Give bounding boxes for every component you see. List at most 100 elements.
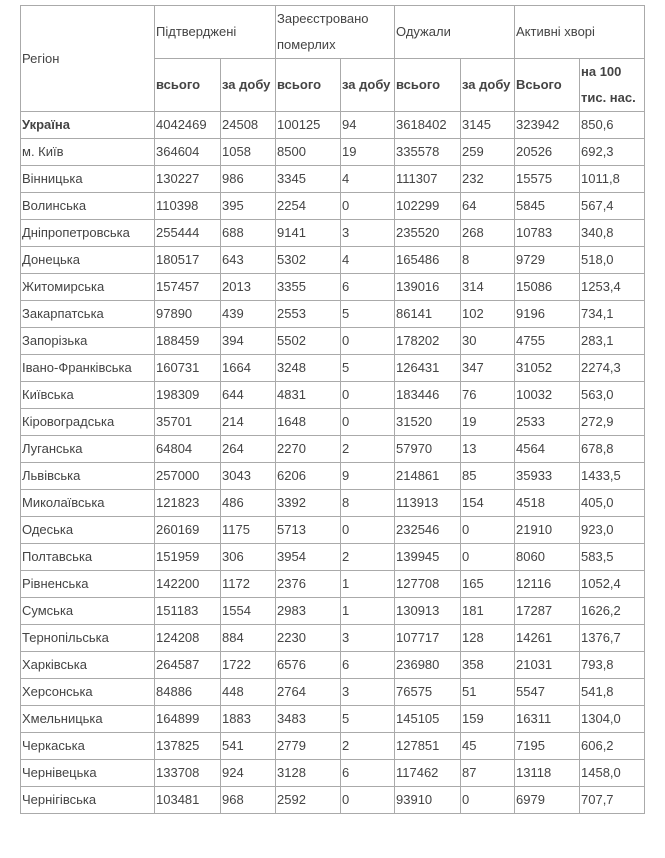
table-row: Чернівецька 133708 924 3128 6 117462 87 13118 14… [20,759,645,787]
value-cell: 160731 [154,354,221,382]
value-cell: 678,8 [579,435,645,463]
value-cell: 24508 [220,111,276,139]
value-cell: 154 [460,489,515,517]
value-cell: 264 [220,435,276,463]
value-cell: 3128 [275,759,341,787]
value-cell: 198309 [154,381,221,409]
value-cell: 5547 [514,678,580,706]
value-cell: 567,4 [579,192,645,220]
value-cell: 2764 [275,678,341,706]
value-cell: 51 [460,678,515,706]
value-cell: 2983 [275,597,341,625]
value-cell: 107717 [394,624,461,652]
value-cell: 2779 [275,732,341,760]
value-cell: 439 [220,300,276,328]
value-cell: 5 [340,354,395,382]
region-name: Луганська [20,435,155,463]
value-cell: 8 [460,246,515,274]
value-cell: 0 [340,381,395,409]
value-cell: 102 [460,300,515,328]
value-cell: 8060 [514,543,580,571]
value-cell: 21910 [514,516,580,544]
value-cell: 113913 [394,489,461,517]
value-cell: 1458,0 [579,759,645,787]
value-cell: 0 [340,516,395,544]
value-cell: 3483 [275,705,341,733]
value-cell: 1175 [220,516,276,544]
value-cell: 2 [340,435,395,463]
value-cell: 924 [220,759,276,787]
value-cell: 85 [460,462,515,490]
region-name: Львівська [20,462,155,490]
value-cell: 45 [460,732,515,760]
value-cell: 12116 [514,570,580,598]
value-cell: 137825 [154,732,221,760]
table-row: Запорізька 188459 394 5502 0 178202 30 4755 283,… [20,327,645,355]
value-cell: 2533 [514,408,580,436]
value-cell: 606,2 [579,732,645,760]
value-cell: 0 [460,516,515,544]
value-cell: 3345 [275,165,341,193]
value-cell: 3355 [275,273,341,301]
value-cell: 486 [220,489,276,517]
value-cell: 87 [460,759,515,787]
value-cell: 188459 [154,327,221,355]
value-cell: 30 [460,327,515,355]
value-cell: 2592 [275,786,341,814]
value-cell: 0 [460,543,515,571]
region-name: Донецька [20,246,155,274]
table-row: Одеська 260169 1175 5713 0 232546 0 21910 923,0 [20,516,645,544]
value-cell: 347 [460,354,515,382]
value-cell: 793,8 [579,651,645,679]
value-cell: 1011,8 [579,165,645,193]
value-cell: 8 [340,489,395,517]
value-cell: 139945 [394,543,461,571]
value-cell: 181 [460,597,515,625]
value-cell: 257000 [154,462,221,490]
value-cell: 4831 [275,381,341,409]
value-cell: 1554 [220,597,276,625]
value-cell: 151959 [154,543,221,571]
value-cell: 1883 [220,705,276,733]
value-cell: 76575 [394,678,461,706]
value-cell: 165 [460,570,515,598]
table-row: Кіровоградська 35701 214 1648 0 31520 19 2533 27… [20,408,645,436]
subheader-cell: за добу [220,58,276,112]
value-cell: 16311 [514,705,580,733]
region-name: Харківська [20,651,155,679]
subheader-cell: всього [394,58,461,112]
value-cell: 563,0 [579,381,645,409]
subheader-cell: за добу [460,58,515,112]
value-cell: 94 [340,111,395,139]
value-cell: 93910 [394,786,461,814]
value-cell: 283,1 [579,327,645,355]
value-cell: 3 [340,219,395,247]
value-cell: 2376 [275,570,341,598]
value-cell: 3 [340,678,395,706]
value-cell: 0 [340,786,395,814]
subheader-cell: всього [275,58,341,112]
header-recovered: Одужали [394,5,515,59]
value-cell: 21031 [514,651,580,679]
value-cell: 232546 [394,516,461,544]
value-cell: 1253,4 [579,273,645,301]
table-row: Київська 198309 644 4831 0 183446 76 10032 563,0 [20,381,645,409]
region-name: Дніпропетровська [20,219,155,247]
value-cell: 236980 [394,651,461,679]
region-name: Чернігівська [20,786,155,814]
subheader-cell: Всього [514,58,580,112]
table-row: Україна 4042469 24508 100125 94 3618402 3145 32… [20,111,645,139]
value-cell: 6 [340,273,395,301]
value-cell: 1 [340,597,395,625]
value-cell: 117462 [394,759,461,787]
table-row: Волинська 110398 395 2254 0 102299 64 5845 567,4 [20,192,645,220]
value-cell: 264587 [154,651,221,679]
value-cell: 183446 [394,381,461,409]
value-cell: 541 [220,732,276,760]
value-cell: 306 [220,543,276,571]
value-cell: 165486 [394,246,461,274]
value-cell: 31520 [394,408,461,436]
value-cell: 986 [220,165,276,193]
value-cell: 142200 [154,570,221,598]
table-row: Дніпропетровська 255444 688 9141 3 235520 268 1… [20,219,645,247]
